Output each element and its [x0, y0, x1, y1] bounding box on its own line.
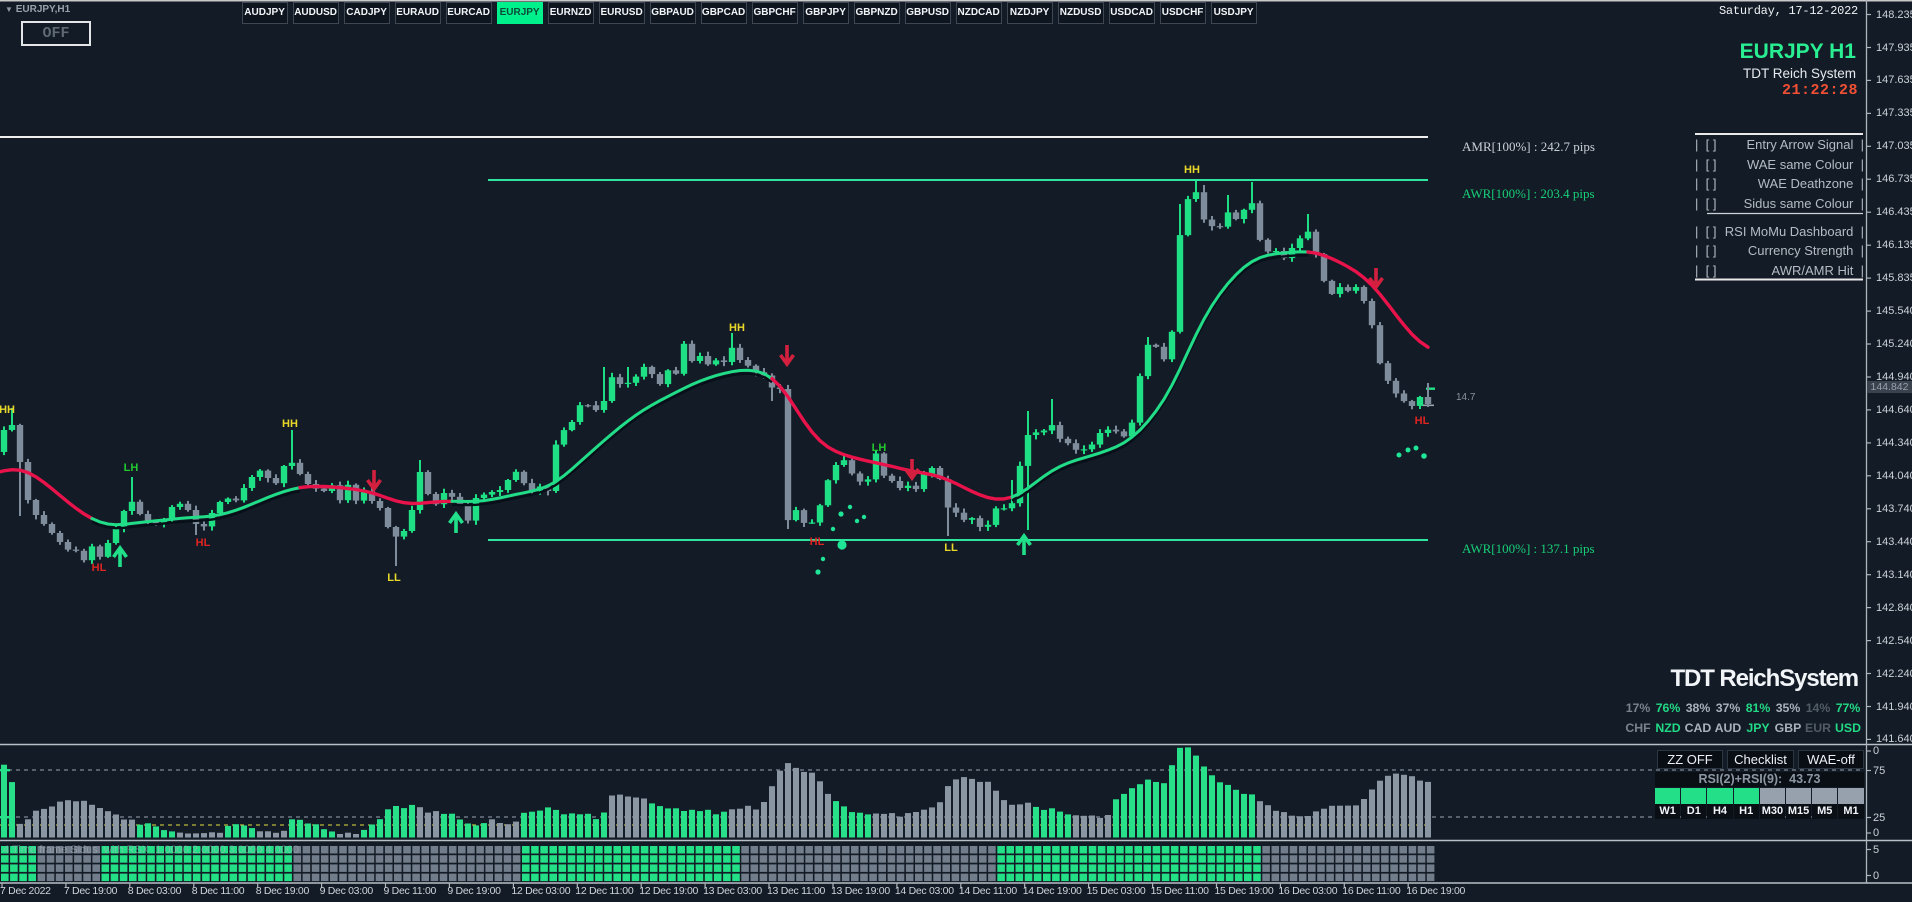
svg-text:HH: HH	[282, 418, 298, 430]
svg-text:HH: HH	[1184, 164, 1200, 176]
svg-text:LH: LH	[124, 462, 139, 474]
svg-text:LH: LH	[872, 442, 887, 454]
svg-text:HL: HL	[1415, 415, 1430, 427]
svg-text:HH: HH	[729, 322, 745, 334]
svg-text:HL: HL	[92, 562, 107, 574]
svg-text:HL: HL	[196, 537, 211, 549]
svg-text:LL: LL	[944, 542, 958, 554]
svg-text:HL: HL	[810, 536, 825, 548]
svg-text:HH: HH	[0, 404, 15, 416]
svg-text:LL: LL	[387, 572, 401, 584]
